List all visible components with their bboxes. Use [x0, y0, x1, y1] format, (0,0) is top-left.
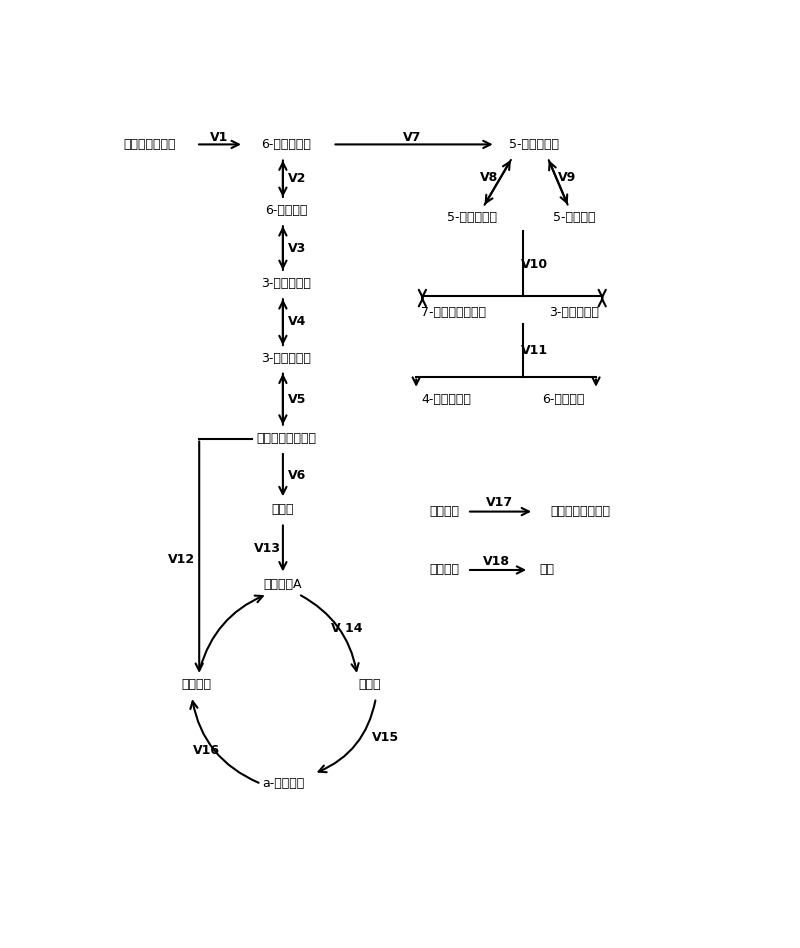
- Text: V5: V5: [288, 392, 306, 406]
- Text: V2: V2: [288, 173, 306, 185]
- Text: 草酥乙酸: 草酥乙酸: [181, 678, 211, 691]
- Text: 前体物质: 前体物质: [429, 505, 459, 519]
- Text: V18: V18: [483, 555, 510, 568]
- Text: V8: V8: [480, 172, 498, 185]
- Text: V13: V13: [254, 541, 281, 555]
- Text: 6-磷酸果糖: 6-磷酸果糖: [542, 393, 585, 407]
- Text: V1: V1: [210, 131, 228, 143]
- Text: 5-磷酸核糖: 5-磷酸核糖: [553, 210, 595, 224]
- Text: V3: V3: [288, 242, 306, 255]
- Text: a-酮戚二酸: a-酮戚二酸: [262, 777, 304, 791]
- Text: 3-磷酸甘油醒: 3-磷酸甘油醒: [261, 277, 311, 289]
- Text: V6: V6: [288, 468, 306, 482]
- Text: V 14: V 14: [331, 622, 362, 635]
- Text: 6-磷酸果糖: 6-磷酸果糖: [265, 204, 307, 216]
- Text: 乙酥辅酶A: 乙酥辅酶A: [264, 578, 302, 592]
- Text: 丙酮酸: 丙酮酸: [272, 502, 294, 516]
- Text: 4-磷酸赤藓糖: 4-磷酸赤藓糖: [421, 393, 471, 407]
- Text: 6-磷酸葡萄糖: 6-磷酸葡萄糖: [261, 137, 311, 151]
- Text: 前体物质: 前体物质: [429, 563, 459, 576]
- Text: 达托毒素（胞外）: 达托毒素（胞外）: [550, 505, 610, 519]
- Text: 柠檬酸: 柠檬酸: [358, 678, 381, 691]
- Text: 3-磷酸甘油醒: 3-磷酸甘油醒: [550, 306, 599, 319]
- Text: 细胞: 细胞: [539, 563, 554, 576]
- Text: V4: V4: [288, 316, 306, 328]
- Text: 5-磷酸木酮糖: 5-磷酸木酮糖: [447, 210, 497, 224]
- Text: 3-磷酸甘油酸: 3-磷酸甘油酸: [261, 352, 311, 365]
- Text: V15: V15: [372, 731, 398, 744]
- Text: V16: V16: [193, 744, 220, 757]
- Text: V11: V11: [521, 344, 548, 357]
- Text: 7-磷酸景天虚酮糖: 7-磷酸景天虚酮糖: [421, 306, 486, 319]
- Text: 葡萄糖（胞外）: 葡萄糖（胞外）: [123, 137, 176, 151]
- Text: V9: V9: [558, 172, 577, 185]
- Text: V12: V12: [168, 553, 195, 566]
- Text: 5-磷酸核酮糖: 5-磷酸核酮糖: [509, 137, 559, 151]
- Text: V17: V17: [486, 497, 514, 509]
- Text: V7: V7: [402, 131, 421, 143]
- Text: 磷酸烯醇式丙酮酸: 磷酸烯醇式丙酮酸: [256, 432, 316, 446]
- Text: V10: V10: [521, 259, 548, 271]
